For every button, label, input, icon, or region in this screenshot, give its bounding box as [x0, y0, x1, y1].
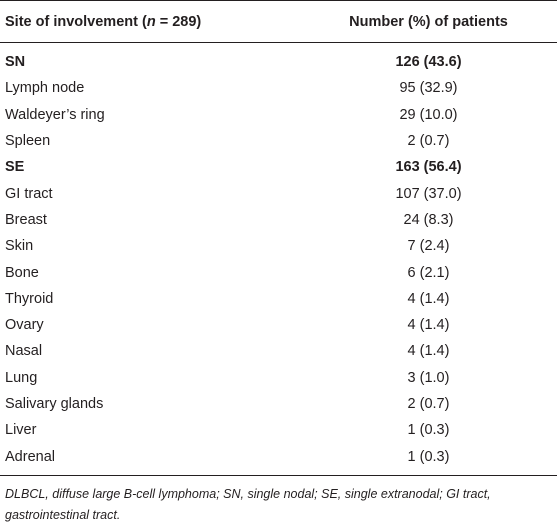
row-site: Adrenal [0, 443, 300, 476]
row-value: 126 (43.6) [395, 54, 462, 71]
table-row: Ovary 4 (1.4) [0, 312, 557, 338]
table-footnote: DLBCL, diffuse large B-cell lymphoma; SN… [5, 486, 491, 522]
row-value: 2 (0.7) [407, 133, 450, 150]
table-row: Adrenal 1 (0.3) [0, 443, 557, 476]
row-value: 107 (37.0) [395, 185, 462, 202]
header-row: Site of involvement (n = 289) Number (%)… [0, 0, 557, 43]
row-value: 6 (2.1) [407, 264, 450, 281]
row-value: 1 (0.3) [300, 443, 557, 476]
row-value: 2 (0.7) [407, 396, 450, 412]
row-value: 4 (1.4) [407, 317, 450, 334]
row-value: 1 (0.3) [407, 422, 450, 439]
row-site: SN [5, 54, 26, 71]
table-row: GI tract 107 (37.0) [0, 180, 557, 206]
table-row: Skin 7 (2.4) [0, 233, 557, 259]
header-site-suffix: = 289) [155, 13, 202, 30]
table-row: Salivary glands 2 (0.7) [0, 391, 557, 417]
table-row: Thyroid 4 (1.4) [0, 286, 557, 312]
row-site: Thyroid [5, 290, 54, 307]
row-value: 4 (1.4) [407, 290, 450, 307]
row-value: 95 (32.9) [399, 80, 458, 97]
row-site: Ovary [5, 317, 44, 334]
table-row: Liver 1 (0.3) [0, 417, 557, 443]
row-site: Lymph node [5, 80, 85, 97]
row-site: GI tract [5, 185, 53, 202]
table-row: SN 126 (43.6) [0, 43, 557, 76]
row-site: Liver [5, 422, 37, 439]
row-value: 163 (56.4) [395, 159, 462, 176]
table-row: Spleen 2 (0.7) [0, 128, 557, 154]
row-site: Waldeyer’s ring [5, 106, 105, 123]
table-body: SN 126 (43.6) Lymph node 95 (32.9) Waldeyer’… [0, 43, 557, 476]
table-row: Bone 6 (2.1) [0, 259, 557, 285]
table-header: Site of involvement (n = 289) Number (%)… [0, 0, 557, 43]
header-site: Site of involvement (n = 289) [0, 0, 300, 43]
row-site: Nasal [5, 343, 43, 360]
row-site: Salivary glands [5, 396, 104, 412]
table-row: Nasal 4 (1.4) [0, 338, 557, 364]
table-row: Lung 3 (1.0) [0, 365, 557, 391]
row-value: 29 (10.0) [399, 106, 458, 123]
header-site-prefix: Site of involvement ( [5, 13, 147, 30]
row-value: 4 (1.4) [407, 343, 450, 360]
row-value: 24 (8.3) [403, 211, 454, 228]
row-site: Breast [5, 211, 47, 228]
header-number: Number (%) of patients [300, 0, 557, 43]
row-site: Lung [5, 369, 38, 386]
table-row: Waldeyer’s ring 29 (10.0) [0, 102, 557, 128]
table-row: SE 163 (56.4) [0, 154, 557, 180]
row-site: Spleen [5, 133, 51, 150]
table-row: Lymph node 95 (32.9) [0, 75, 557, 101]
row-site: Skin [5, 238, 34, 255]
row-value: 7 (2.4) [407, 238, 450, 255]
header-site-n: n [146, 13, 156, 30]
row-site: Bone [5, 264, 39, 281]
table-row: Breast 24 (8.3) [0, 207, 557, 233]
row-value: 3 (1.0) [407, 369, 450, 386]
site-involvement-table: Site of involvement (n = 289) Number (%)… [0, 0, 557, 476]
row-site: SE [5, 159, 25, 176]
